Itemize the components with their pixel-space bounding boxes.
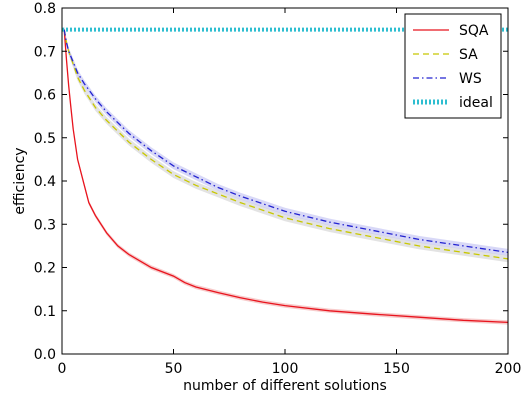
y-tick-label: 0.6 [34, 88, 56, 104]
legend-label-ws: WS [459, 71, 482, 87]
y-axis-title: efficiency [12, 147, 28, 214]
confidence-bands [64, 26, 508, 325]
y-tick-label: 0.1 [34, 304, 56, 320]
legend-label-sqa: SQA [459, 23, 489, 39]
series-line-sa [63, 29, 509, 260]
legend-label-sa: SA [459, 47, 478, 63]
series-line-sqa [63, 29, 509, 324]
legend: SQA SA WS ideal [404, 13, 502, 119]
y-tick-label: 0.7 [34, 44, 56, 60]
band-sa [64, 26, 508, 263]
axes: 0 50 100 150 200 0.0 0.1 0.2 0.3 0.4 0.5 0.6 0.7 0.8 n… [12, 1, 521, 394]
y-tick-label: 0.3 [34, 217, 56, 233]
band-ws [64, 26, 508, 256]
x-tick-label: 100 [272, 361, 299, 377]
x-tick-label: 150 [383, 361, 410, 377]
y-tick-label: 0.0 [34, 347, 56, 363]
series-line-ws [63, 29, 509, 254]
x-tick-label: 200 [495, 361, 522, 377]
y-tick-label: 0.5 [34, 131, 56, 147]
legend-label-ideal: ideal [459, 95, 493, 111]
y-tick-label: 0.4 [34, 174, 56, 190]
series-lines [62, 27, 509, 324]
y-tick-label: 0.2 [34, 261, 56, 277]
x-tick-label: 0 [58, 361, 67, 377]
y-tick-label: 0.8 [34, 1, 56, 17]
x-tick-label: 50 [165, 361, 183, 377]
x-axis-title: number of different solutions [183, 378, 387, 394]
